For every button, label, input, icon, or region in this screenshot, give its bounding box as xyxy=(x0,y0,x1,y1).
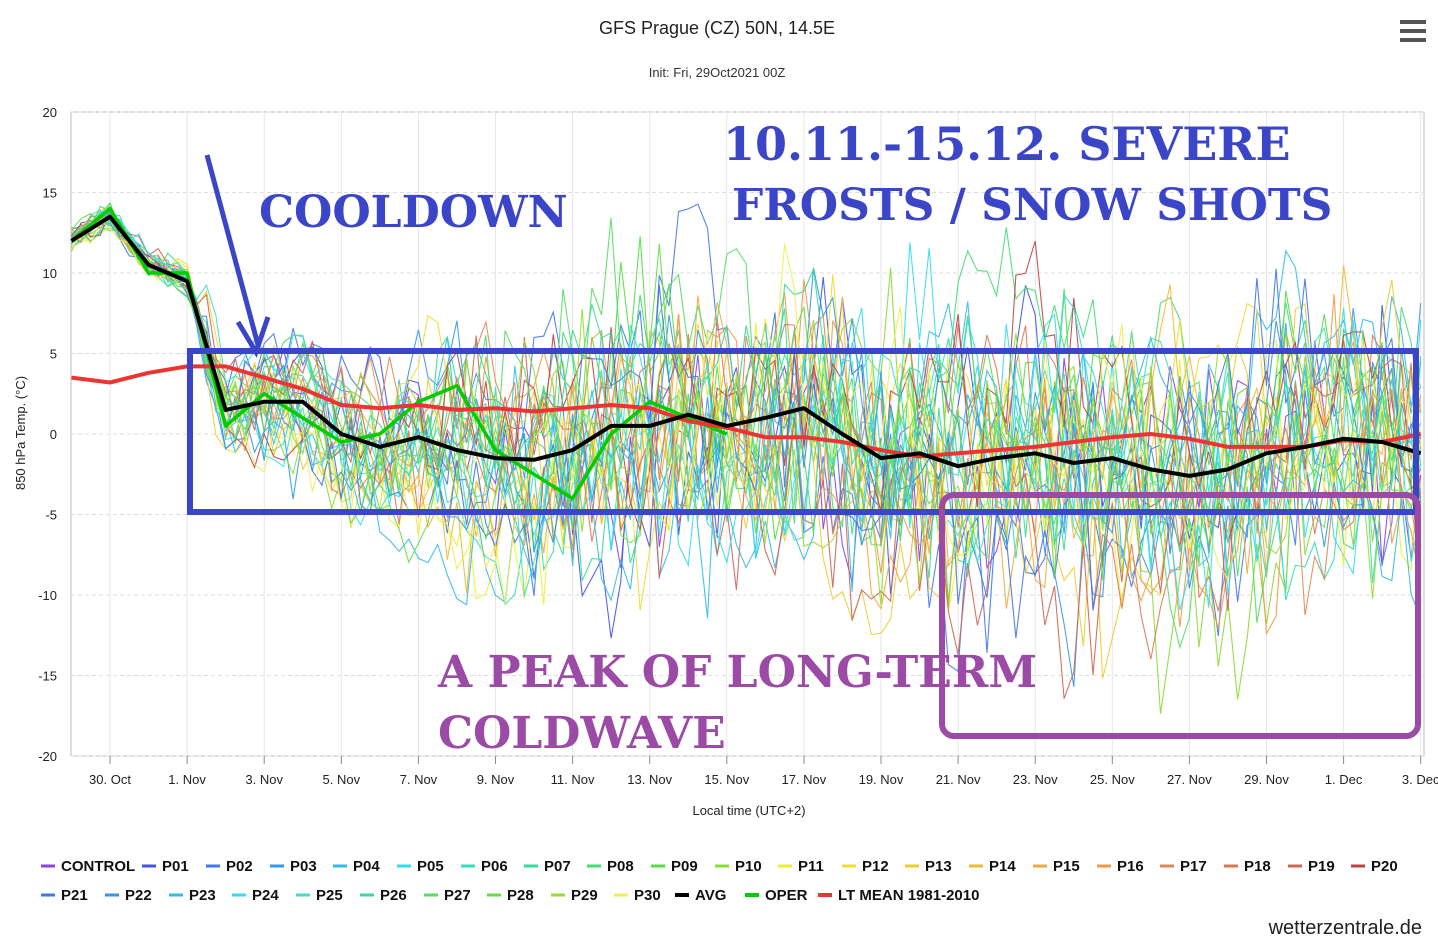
series-line-oper xyxy=(70,206,728,501)
coldwave-box xyxy=(939,492,1421,739)
series-line-p25 xyxy=(71,212,1422,597)
legend-item[interactable]: AVG xyxy=(695,887,726,904)
main-series xyxy=(70,206,1422,501)
y-tick-label: -15 xyxy=(38,669,57,684)
legend-item[interactable]: P14 xyxy=(989,858,1016,875)
x-tick-label: 15. Nov xyxy=(704,772,749,787)
y-tick-label: 15 xyxy=(43,186,57,201)
legend-item[interactable]: LT MEAN 1981-2010 xyxy=(838,887,979,904)
x-tick-label: 13. Nov xyxy=(627,772,672,787)
cooldown-arrow xyxy=(204,154,261,346)
legend-item[interactable]: P16 xyxy=(1117,858,1144,875)
y-tick-label: 0 xyxy=(50,427,57,442)
legend-item[interactable]: P04 xyxy=(353,858,380,875)
y-tick-label: -10 xyxy=(38,588,57,603)
ensemble-members xyxy=(71,201,1422,714)
x-tick-label: 27. Nov xyxy=(1167,772,1212,787)
legend-item[interactable]: P05 xyxy=(417,858,444,875)
severe-label-line2: FROSTS / SNOW SHOTS xyxy=(732,180,1332,231)
series-line-p29 xyxy=(71,222,1422,606)
hamburger-menu-icon[interactable] xyxy=(1400,20,1426,44)
x-tick-label: 19. Nov xyxy=(859,772,904,787)
legend-item[interactable]: P09 xyxy=(671,858,698,875)
peak-label-line1: A PEAK OF LONG-TERM xyxy=(437,647,1037,698)
chart-title: GFS Prague (CZ) 50N, 14.5E xyxy=(599,18,835,38)
legend-item[interactable]: P29 xyxy=(571,887,598,904)
x-tick-label: 7. Nov xyxy=(400,772,438,787)
legend-item[interactable]: P07 xyxy=(544,858,571,875)
legend-item[interactable]: P15 xyxy=(1053,858,1080,875)
series-line-p28 xyxy=(71,207,1422,602)
x-tick-label: 17. Nov xyxy=(781,772,826,787)
x-tick-label: 3. Nov xyxy=(245,772,283,787)
severe-label-line1: 10.11.-15.12. SEVERE xyxy=(723,117,1291,171)
series-line-p10 xyxy=(71,213,1422,714)
y-tick-label: 5 xyxy=(50,347,57,362)
x-tick-label: 29. Nov xyxy=(1244,772,1289,787)
series-line-p30 xyxy=(71,219,1422,604)
series-line-p17 xyxy=(71,211,1422,616)
series-line-p14 xyxy=(71,205,1422,599)
y-axis-label: 850 hPa Temp. (°C) xyxy=(13,376,28,490)
legend-item[interactable]: P06 xyxy=(481,858,508,875)
credit-text[interactable]: wetterzentrale.de xyxy=(1268,917,1422,939)
x-tick-label: 1. Nov xyxy=(168,772,206,787)
legend-item[interactable]: P30 xyxy=(634,887,661,904)
legend-item[interactable]: OPER xyxy=(765,887,808,904)
series-line-p13 xyxy=(71,201,1422,679)
legend-item[interactable]: P11 xyxy=(798,858,824,875)
legend-item[interactable]: P12 xyxy=(862,858,889,875)
chart-subtitle: Init: Fri, 29Oct2021 00Z xyxy=(649,65,786,80)
cooldown-label: COOLDOWN xyxy=(259,187,568,238)
y-tick-label: 20 xyxy=(43,105,57,120)
x-tick-label: 11. Nov xyxy=(551,772,595,787)
legend-item[interactable]: P21 xyxy=(61,887,88,904)
legend-item[interactable]: P23 xyxy=(189,887,216,904)
legend-item[interactable]: P18 xyxy=(1244,858,1271,875)
legend-item[interactable]: P27 xyxy=(444,887,471,904)
legend-item[interactable]: P28 xyxy=(507,887,534,904)
legend-item[interactable]: CONTROL xyxy=(61,858,135,875)
series-line-avg xyxy=(70,214,1422,478)
x-tick-label: 3. Dec xyxy=(1402,772,1438,787)
x-tick-label: 5. Nov xyxy=(323,772,361,787)
severe-frost-box xyxy=(187,348,1419,515)
peak-label-line2: COLDWAVE xyxy=(438,708,726,759)
y-tick-label: -20 xyxy=(38,749,57,764)
x-axis-label: Local time (UTC+2) xyxy=(692,803,805,818)
series-line-lt-mean xyxy=(71,364,1422,459)
x-tick-label: 23. Nov xyxy=(1013,772,1058,787)
x-tick-label: 30. Oct xyxy=(89,772,131,787)
legend: CONTROL P01 P02 P03 P04 P05 P06 P07 P08 P09 P10 P11… xyxy=(41,858,1398,904)
x-tick-label: 9. Nov xyxy=(477,772,515,787)
legend-item[interactable]: P25 xyxy=(316,887,343,904)
legend-item[interactable]: P19 xyxy=(1308,858,1335,875)
legend-item[interactable]: P13 xyxy=(925,858,952,875)
legend-item[interactable]: P26 xyxy=(380,887,407,904)
y-axis-ticks: 20 15 10 5 0 -5 -10 -15 -20 xyxy=(38,105,57,764)
legend-item[interactable]: P17 xyxy=(1180,858,1207,875)
legend-item[interactable]: P01 xyxy=(162,858,189,875)
x-tick-label: 25. Nov xyxy=(1090,772,1135,787)
y-tick-label: -5 xyxy=(45,508,57,523)
legend-item[interactable]: P02 xyxy=(226,858,253,875)
x-tick-label: 1. Dec xyxy=(1325,772,1363,787)
legend-item[interactable]: P08 xyxy=(607,858,634,875)
legend-item[interactable]: P22 xyxy=(125,887,152,904)
x-tick-label: 21. Nov xyxy=(936,772,981,787)
series-line-p26 xyxy=(71,201,1422,576)
legend-item[interactable]: P10 xyxy=(735,858,762,875)
legend-item[interactable]: P24 xyxy=(252,887,279,904)
y-tick-label: 10 xyxy=(43,266,57,281)
legend-item[interactable]: P03 xyxy=(290,858,317,875)
series-line-p09 xyxy=(71,226,1422,540)
legend-item[interactable]: P20 xyxy=(1371,858,1398,875)
x-axis-ticks: 30. Oct 1. Nov 3. Nov 5. Nov 7. Nov 9. Nov 11.… xyxy=(89,756,1438,787)
